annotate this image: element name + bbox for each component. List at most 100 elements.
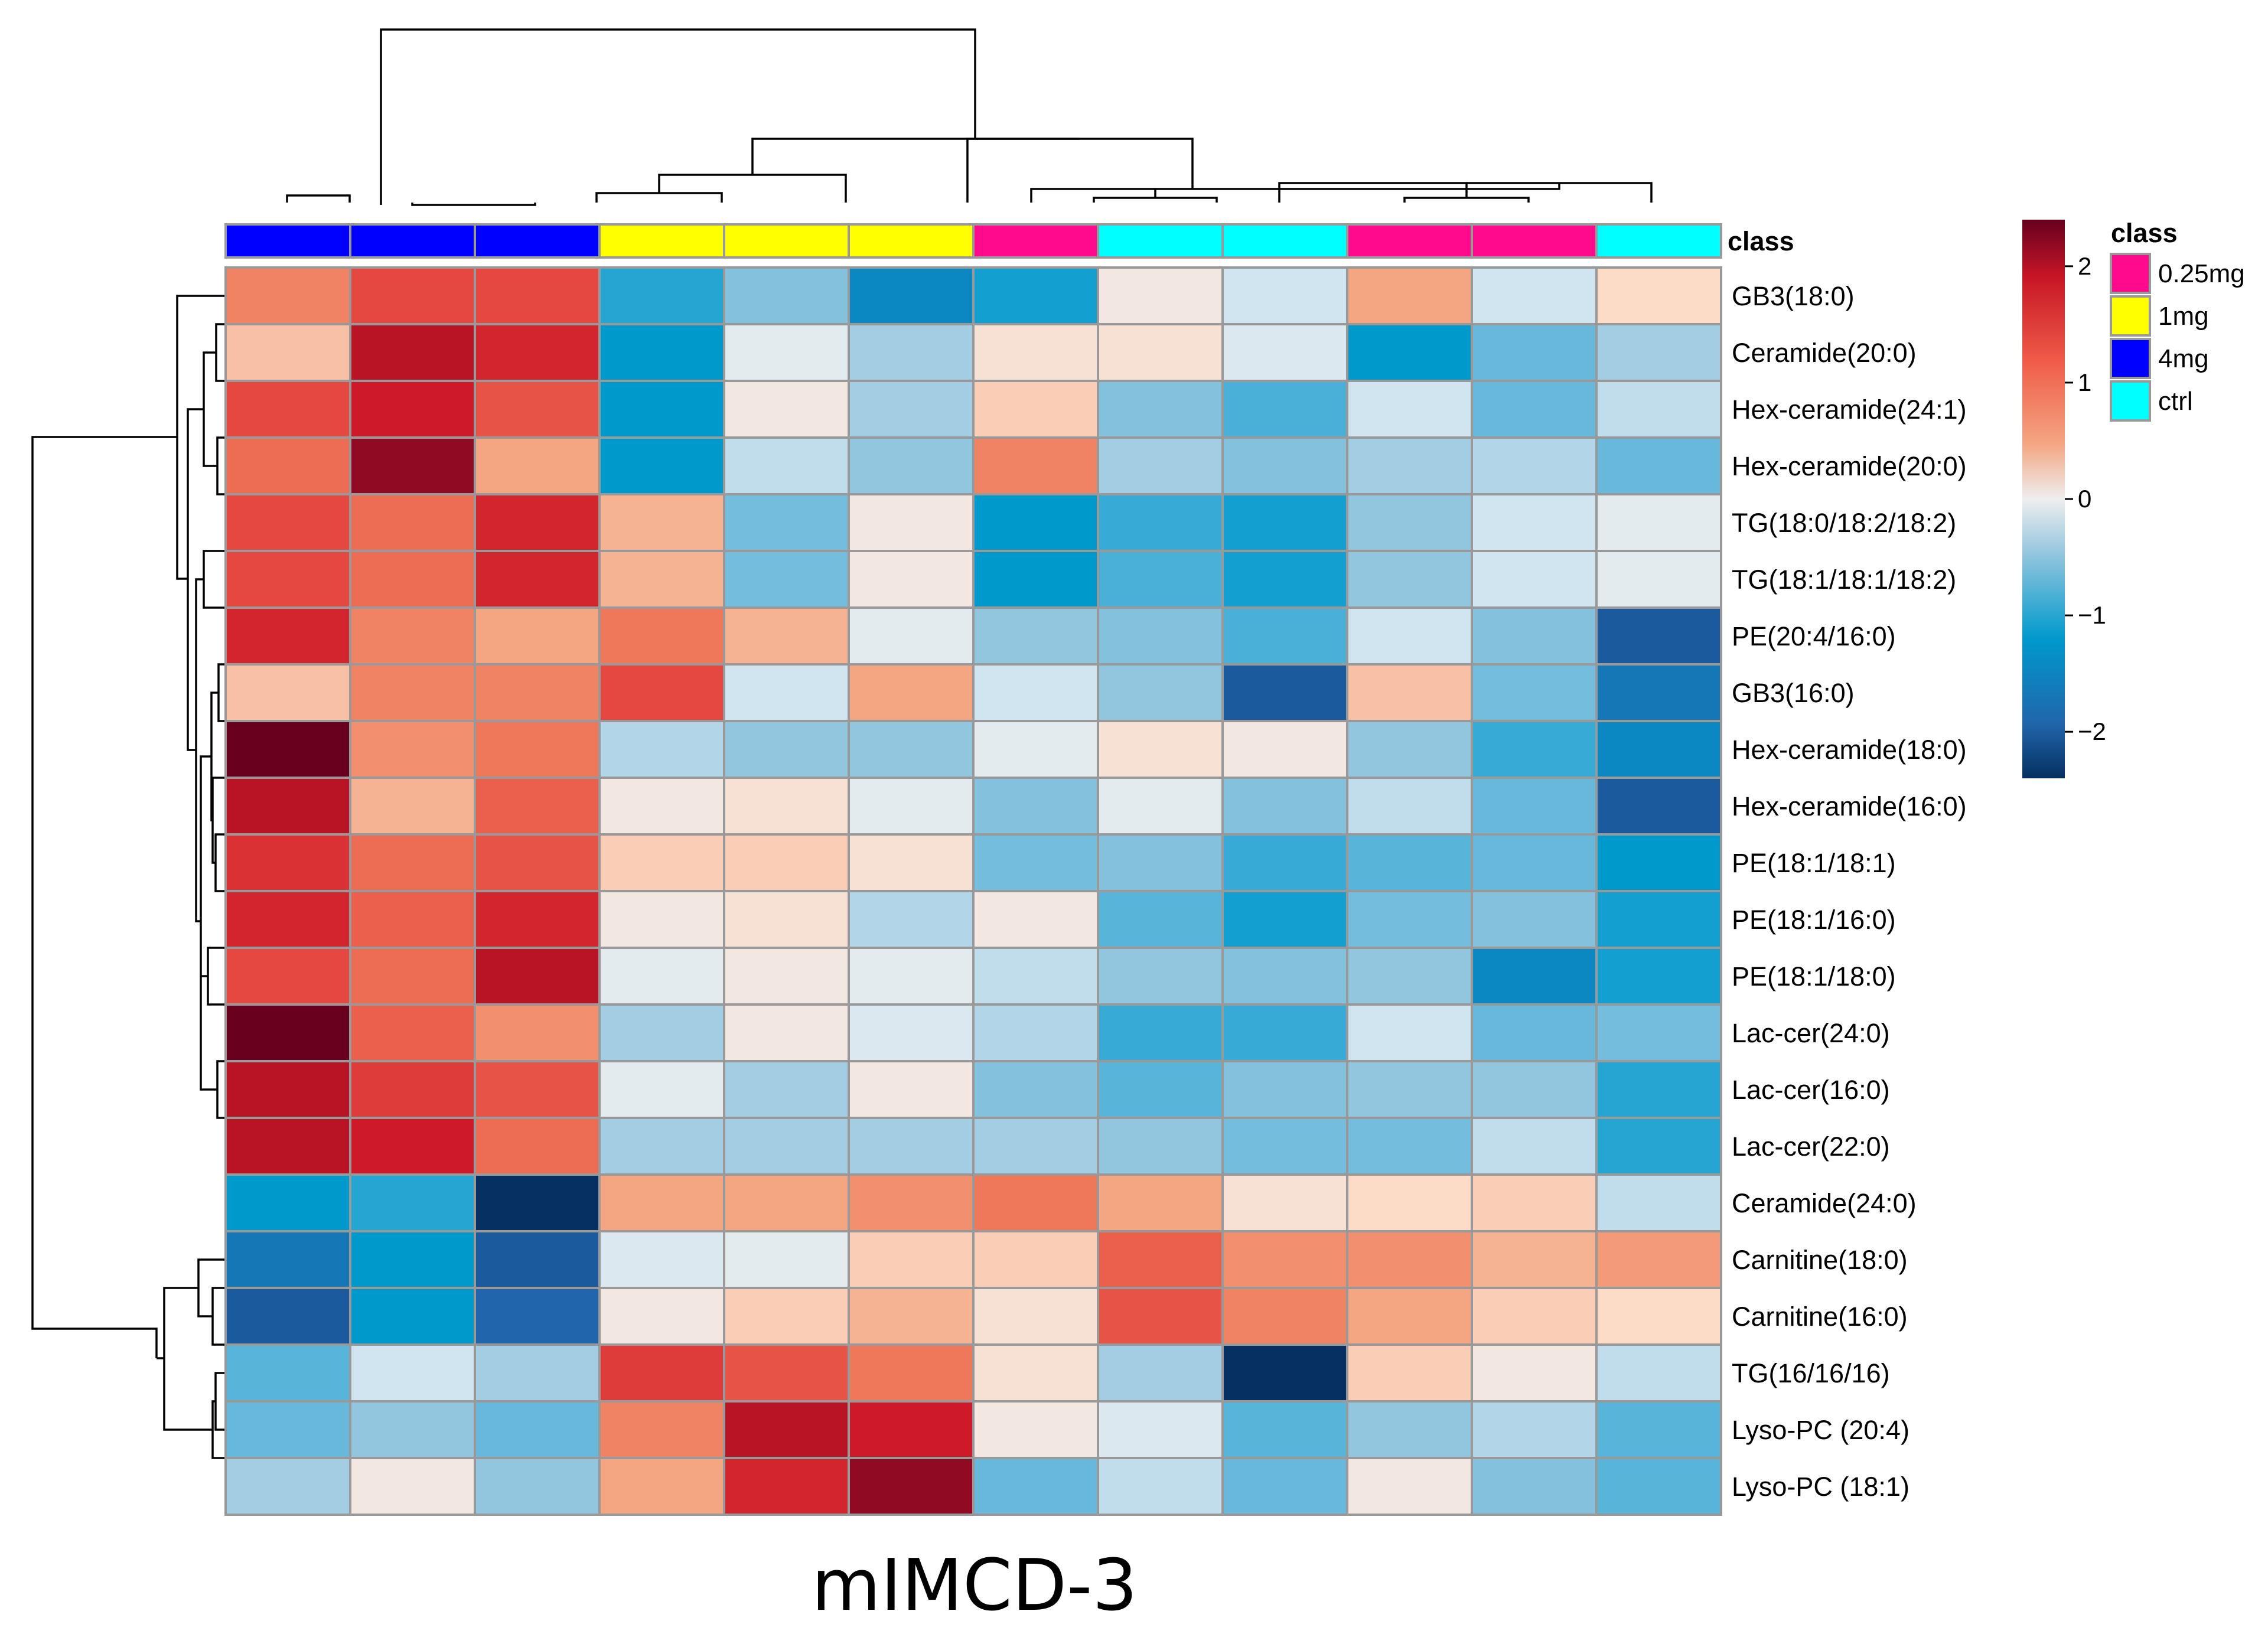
heatmap-cell bbox=[474, 890, 601, 949]
legend-swatch bbox=[2110, 338, 2151, 379]
row-label: GB3(16:0) bbox=[1732, 678, 1855, 708]
legend-swatch bbox=[2110, 295, 2151, 337]
heatmap-cell bbox=[224, 1287, 351, 1346]
heatmap-cell bbox=[1221, 777, 1348, 836]
legend-label: 4mg bbox=[2158, 344, 2209, 373]
heatmap-cell bbox=[723, 606, 850, 666]
heatmap-cell bbox=[598, 890, 725, 949]
heatmap-cell bbox=[1097, 947, 1224, 1006]
heatmap-cell bbox=[972, 1003, 1099, 1062]
heatmap-cell bbox=[1471, 550, 1598, 609]
heatmap-cell bbox=[349, 1003, 476, 1062]
heatmap-cell bbox=[1595, 436, 1722, 495]
heatmap-cell bbox=[1471, 777, 1598, 836]
heatmap-cell bbox=[848, 380, 975, 439]
heatmap-cell bbox=[1346, 1457, 1473, 1516]
heatmap-cell bbox=[848, 1457, 975, 1516]
heatmap-cell bbox=[224, 266, 351, 325]
heatmap-cell bbox=[1097, 493, 1224, 552]
heatmap-cell bbox=[349, 550, 476, 609]
heatmap-cell bbox=[1097, 266, 1224, 325]
heatmap-cell bbox=[1595, 1400, 1722, 1459]
heatmap-cell bbox=[723, 380, 850, 439]
heatmap-cell bbox=[598, 493, 725, 552]
heatmap-cell bbox=[349, 1287, 476, 1346]
heatmap-cell bbox=[723, 1003, 850, 1062]
class-legend: 0.25mg 1mg 4mg ctrl bbox=[2110, 253, 2245, 422]
heatmap-cell bbox=[723, 890, 850, 949]
heatmap-cell bbox=[349, 1060, 476, 1119]
heatmap-cell bbox=[1346, 1287, 1473, 1346]
heatmap-cell bbox=[474, 947, 601, 1006]
heatmap-cell bbox=[598, 1457, 725, 1516]
heatmap-cell bbox=[1471, 380, 1598, 439]
heatmap-cell bbox=[474, 1400, 601, 1459]
column-dendrogram bbox=[286, 28, 1653, 206]
heatmap-cell bbox=[1097, 890, 1224, 949]
heatmap-cell bbox=[1595, 777, 1722, 836]
heatmap-cell bbox=[848, 777, 975, 836]
annotation-cell-ctrl bbox=[1221, 223, 1348, 259]
heatmap-cell bbox=[1221, 1230, 1348, 1289]
heatmap-cell bbox=[1097, 1230, 1224, 1289]
heatmap-cell bbox=[1595, 550, 1722, 609]
heatmap-cell bbox=[1346, 436, 1473, 495]
annotation-cell-ctrl bbox=[1595, 223, 1722, 259]
heatmap-cell bbox=[848, 947, 975, 1006]
heatmap-cell bbox=[1221, 380, 1348, 439]
heatmap-cell bbox=[224, 1117, 351, 1176]
heatmap-cell bbox=[972, 266, 1099, 325]
heatmap-cell bbox=[1471, 493, 1598, 552]
heatmap-cell bbox=[1471, 947, 1598, 1006]
heatmap-cell bbox=[1471, 436, 1598, 495]
colorbar-tick-label: 1 bbox=[2078, 368, 2091, 396]
heatmap-cell bbox=[972, 493, 1099, 552]
heatmap-cell bbox=[349, 833, 476, 892]
heatmap-cell bbox=[723, 720, 850, 779]
heatmap-cell bbox=[1595, 266, 1722, 325]
heatmap-cell bbox=[1595, 1173, 1722, 1232]
heatmap-cell bbox=[1346, 1400, 1473, 1459]
heatmap-cell bbox=[1346, 663, 1473, 722]
row-label: PE(18:1/16:0) bbox=[1732, 905, 1896, 935]
heatmap-cell bbox=[1471, 606, 1598, 666]
heatmap-cell bbox=[1097, 1003, 1224, 1062]
heatmap-cell bbox=[1595, 1457, 1722, 1516]
heatmap-cell bbox=[474, 1060, 601, 1119]
heatmap-cell bbox=[1097, 606, 1224, 666]
heatmap-cell bbox=[224, 833, 351, 892]
heatmap-cell bbox=[224, 1230, 351, 1289]
heatmap-cell bbox=[1471, 1173, 1598, 1232]
row-label: TG(18:1/18:1/18:2) bbox=[1732, 565, 1956, 595]
heatmap-cell bbox=[1221, 1457, 1348, 1516]
heatmap-cell bbox=[1221, 1287, 1348, 1346]
heatmap-cell bbox=[1346, 1230, 1473, 1289]
heatmap-cell bbox=[349, 890, 476, 949]
heatmap-cell bbox=[1595, 720, 1722, 779]
heatmap-cell bbox=[1471, 1343, 1598, 1403]
heatmap-cell bbox=[848, 1287, 975, 1346]
heatmap-cell bbox=[474, 436, 601, 495]
heatmap-cell bbox=[1221, 720, 1348, 779]
heatmap-cell bbox=[224, 663, 351, 722]
heatmap-cell bbox=[1221, 1117, 1348, 1176]
row-label: Lac-cer(22:0) bbox=[1732, 1131, 1890, 1162]
heatmap-cell bbox=[224, 1400, 351, 1459]
heatmap-cell bbox=[474, 1287, 601, 1346]
heatmap-cell bbox=[474, 663, 601, 722]
heatmap-cell bbox=[1221, 890, 1348, 949]
heatmap-cell bbox=[224, 1343, 351, 1403]
heatmap-cell bbox=[349, 493, 476, 552]
heatmap-cell bbox=[1346, 777, 1473, 836]
heatmap-cell bbox=[1471, 1457, 1598, 1516]
heatmap-cell bbox=[1471, 720, 1598, 779]
heatmap-cell bbox=[972, 1117, 1099, 1176]
heatmap-cell bbox=[1471, 1400, 1598, 1459]
annotation-cell-1mg bbox=[723, 223, 850, 259]
heatmap-cell bbox=[1221, 947, 1348, 1006]
heatmap-cell bbox=[1097, 323, 1224, 382]
annotation-cell-0.25mg bbox=[1471, 223, 1598, 259]
heatmap-cell bbox=[848, 436, 975, 495]
heatmap-cell bbox=[349, 777, 476, 836]
heatmap-cell bbox=[1097, 663, 1224, 722]
